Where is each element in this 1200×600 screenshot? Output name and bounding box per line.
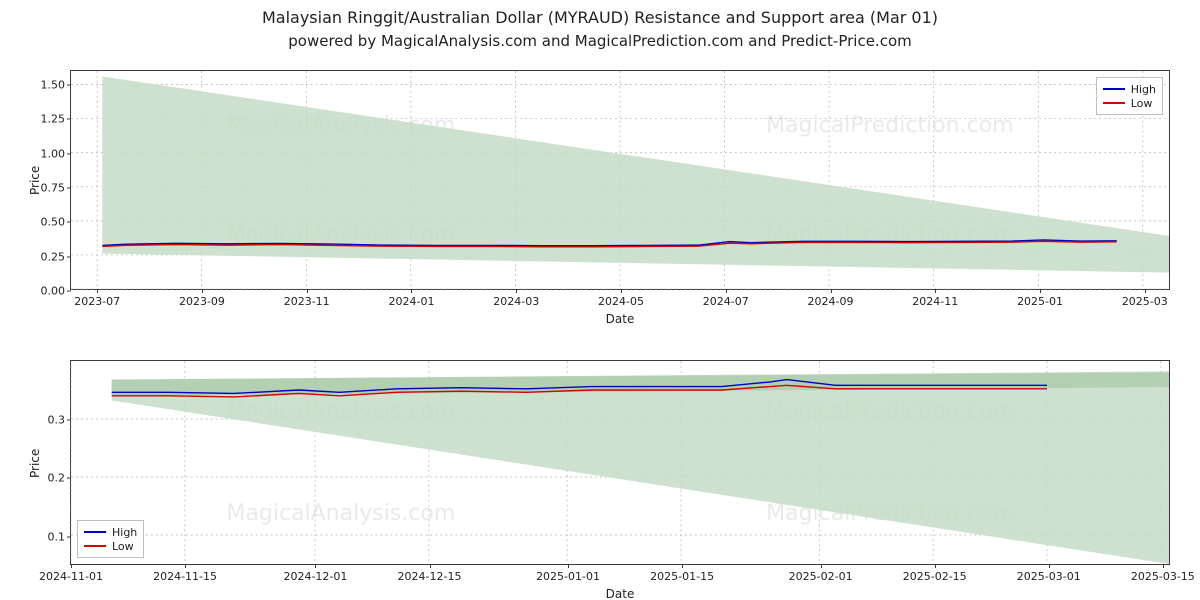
legend-label-high: High: [112, 526, 137, 539]
legend-swatch-high: [84, 531, 106, 533]
x-axis-label-top: Date: [70, 312, 1170, 326]
legend-swatch-high: [1103, 88, 1125, 90]
y-axis-label-top: Price: [28, 166, 42, 195]
legend-item-low: Low: [1103, 96, 1156, 110]
chart-subtitle: powered by MagicalAnalysis.com and Magic…: [0, 32, 1200, 50]
legend-bottom: High Low: [77, 520, 144, 558]
chart-svg-top: [71, 71, 1169, 289]
legend-item-low: Low: [84, 539, 137, 553]
legend-swatch-low: [1103, 102, 1125, 104]
chart-panel-top: MagicalAnalysis.com MagicalPrediction.co…: [70, 70, 1170, 290]
legend-label-low: Low: [112, 540, 134, 553]
legend-swatch-low: [84, 545, 106, 547]
legend-label-low: Low: [1131, 97, 1153, 110]
page-root: Malaysian Ringgit/Australian Dollar (MYR…: [0, 0, 1200, 600]
legend-item-high: High: [1103, 82, 1156, 96]
legend-item-high: High: [84, 525, 137, 539]
x-axis-label-bottom: Date: [70, 587, 1170, 600]
chart-title: Malaysian Ringgit/Australian Dollar (MYR…: [0, 8, 1200, 27]
legend-label-high: High: [1131, 83, 1156, 96]
legend-top: High Low: [1096, 77, 1163, 115]
y-axis-label-bottom: Price: [28, 448, 42, 477]
chart-svg-bottom: [71, 361, 1169, 564]
chart-panel-bottom: MagicalAnalysis.com MagicalPrediction.co…: [70, 360, 1170, 565]
